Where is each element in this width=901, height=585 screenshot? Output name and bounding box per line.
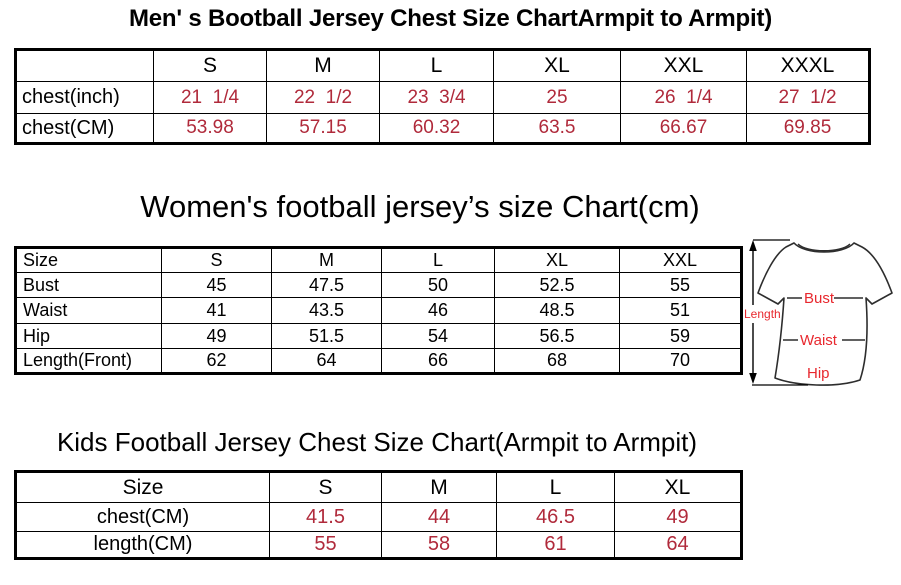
value-cell: 62 <box>161 348 272 374</box>
header-cell: M <box>271 247 382 273</box>
value-cell: 47.5 <box>271 272 382 298</box>
hip-label: Hip <box>807 365 830 382</box>
table-row: Waist 41 43.5 46 48.5 51 <box>15 297 742 324</box>
header-cell: S <box>153 49 267 82</box>
row-label-cell: Waist <box>15 297 162 324</box>
value-cell: 21 1/4 <box>153 81 267 114</box>
waist-label: Waist <box>800 332 838 349</box>
length-arrow-bottom-icon <box>749 373 757 384</box>
header-cell: XL <box>494 247 620 273</box>
header-cell: L <box>379 49 494 82</box>
table-header-row: Size S M L XL <box>15 471 742 503</box>
value-cell: 25 <box>493 81 621 114</box>
header-cell: XL <box>614 471 742 503</box>
tshirt-outline <box>757 242 893 386</box>
value-cell: 66.67 <box>620 113 747 144</box>
header-cell: M <box>266 49 380 82</box>
table-row: chest(inch) 21 1/4 22 1/2 23 3/4 25 26 1… <box>15 81 870 114</box>
value-cell: 41.5 <box>269 502 382 532</box>
table-header-row: Size S M L XL XXL <box>15 247 742 273</box>
value-cell: 56.5 <box>494 323 620 349</box>
value-cell: 46.5 <box>496 502 615 532</box>
row-label-cell: length(CM) <box>15 531 270 559</box>
table-row: chest(CM) 41.5 44 46.5 49 <box>15 502 742 532</box>
value-cell: 43.5 <box>271 297 382 324</box>
women-size-table: Size S M L XL XXL Bust 45 47.5 50 52.5 5… <box>14 246 743 375</box>
value-cell: 64 <box>271 348 382 374</box>
value-cell: 70 <box>619 348 742 374</box>
value-cell: 50 <box>381 272 495 298</box>
row-label-cell: chest(inch) <box>15 81 154 114</box>
value-cell: 49 <box>614 502 742 532</box>
length-label: Length <box>744 307 781 321</box>
row-label-cell: chest(CM) <box>15 502 270 532</box>
header-cell: XXL <box>619 247 742 273</box>
men-chart-title: Men' s Bootball Jersey Chest Size ChartA… <box>128 5 773 32</box>
table-header-row: S M L XL XXL XXXL <box>15 49 870 82</box>
value-cell: 53.98 <box>153 113 267 144</box>
row-label-cell: Hip <box>15 323 162 349</box>
value-cell: 66 <box>381 348 495 374</box>
table-row: Hip 49 51.5 54 56.5 59 <box>15 323 742 349</box>
value-cell: 59 <box>619 323 742 349</box>
tshirt-measurement-diagram: Length Bust Waist Hip <box>744 239 893 386</box>
table-row: length(CM) 55 58 61 64 <box>15 531 742 559</box>
header-cell: S <box>161 247 272 273</box>
women-chart-title: Women's football jersey’s size Chart(cm) <box>140 189 700 224</box>
value-cell: 55 <box>269 531 382 559</box>
header-cell: S <box>269 471 382 503</box>
value-cell: 45 <box>161 272 272 298</box>
header-cell: XXL <box>620 49 747 82</box>
value-cell: 60.32 <box>379 113 494 144</box>
value-cell: 49 <box>161 323 272 349</box>
header-cell <box>15 49 154 82</box>
header-cell: Size <box>15 471 270 503</box>
value-cell: 44 <box>381 502 497 532</box>
header-cell: M <box>381 471 497 503</box>
value-cell: 63.5 <box>493 113 621 144</box>
row-label-cell: Length(Front) <box>15 348 162 374</box>
value-cell: 51.5 <box>271 323 382 349</box>
header-cell: Size <box>15 247 162 273</box>
value-cell: 58 <box>381 531 497 559</box>
length-arrow-top-icon <box>749 240 757 251</box>
header-cell: L <box>496 471 615 503</box>
value-cell: 54 <box>381 323 495 349</box>
row-label-cell: Bust <box>15 272 162 298</box>
value-cell: 41 <box>161 297 272 324</box>
header-cell: XL <box>493 49 621 82</box>
value-cell: 46 <box>381 297 495 324</box>
value-cell: 48.5 <box>494 297 620 324</box>
table-row: Bust 45 47.5 50 52.5 55 <box>15 272 742 298</box>
value-cell: 26 1/4 <box>620 81 747 114</box>
value-cell: 51 <box>619 297 742 324</box>
header-cell: L <box>381 247 495 273</box>
table-row: Length(Front) 62 64 66 68 70 <box>15 348 742 374</box>
tshirt-collar-icon <box>797 243 851 252</box>
value-cell: 64 <box>614 531 742 559</box>
value-cell: 68 <box>494 348 620 374</box>
value-cell: 27 1/2 <box>746 81 870 114</box>
value-cell: 57.15 <box>266 113 380 144</box>
value-cell: 69.85 <box>746 113 870 144</box>
kids-chart-title: Kids Football Jersey Chest Size Chart(Ar… <box>56 427 698 457</box>
row-label-cell: chest(CM) <box>15 113 154 144</box>
header-cell: XXXL <box>746 49 870 82</box>
value-cell: 61 <box>496 531 615 559</box>
value-cell: 55 <box>619 272 742 298</box>
value-cell: 23 3/4 <box>379 81 494 114</box>
table-row: chest(CM) 53.98 57.15 60.32 63.5 66.67 6… <box>15 113 870 144</box>
kids-size-table: Size S M L XL chest(CM) 41.5 44 46.5 49 … <box>14 470 743 560</box>
bust-label: Bust <box>804 290 835 307</box>
value-cell: 22 1/2 <box>266 81 380 114</box>
value-cell: 52.5 <box>494 272 620 298</box>
men-size-table: S M L XL XXL XXXL chest(inch) 21 1/4 22 … <box>14 48 871 145</box>
